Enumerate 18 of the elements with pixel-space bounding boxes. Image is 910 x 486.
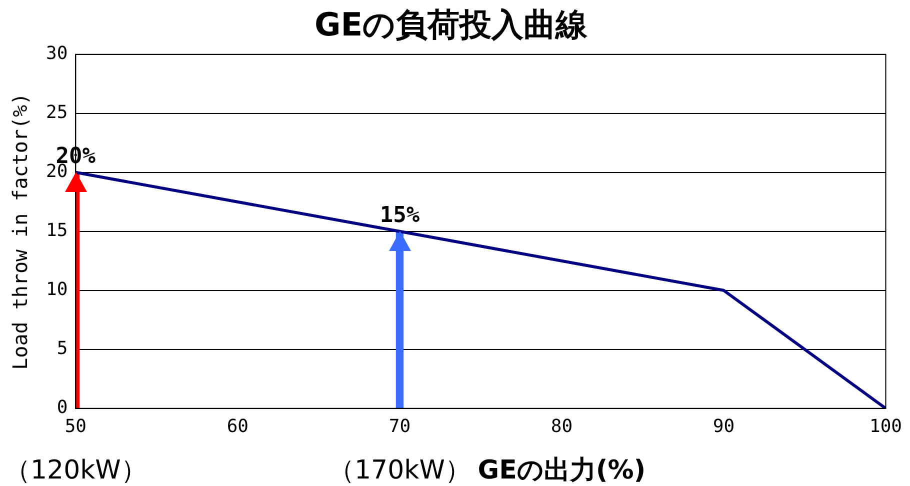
- data-label: 15%: [380, 203, 420, 228]
- x-tick-label: 100: [869, 416, 902, 437]
- x-tick-label: 80: [550, 416, 573, 437]
- y-tick-label: 15: [46, 220, 68, 242]
- chart-title: GEの負荷投入曲線: [314, 6, 589, 44]
- x-tick-label: 70: [388, 416, 411, 437]
- x-tick-label: 90: [712, 416, 735, 437]
- y-tick-label: 5: [56, 338, 68, 360]
- text: （120kW）: [4, 455, 147, 486]
- text: （170kW）: [328, 455, 471, 486]
- y-tick-label: 30: [46, 43, 68, 64]
- y-axis-title: Load throw in factor(%): [8, 92, 32, 370]
- x-tick-label: 50: [64, 416, 87, 437]
- y-tick-label: 0: [56, 397, 68, 418]
- y-tick-label: 10: [46, 279, 68, 300]
- x-tick-label: 60: [226, 416, 249, 437]
- y-tick-label: 25: [46, 102, 68, 124]
- x-axis-title: GEの出力(%): [478, 455, 646, 486]
